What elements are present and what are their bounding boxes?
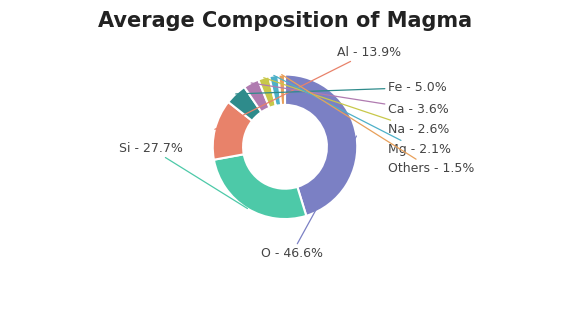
Wedge shape	[214, 154, 306, 219]
Text: O - 46.6%: O - 46.6%	[261, 136, 356, 260]
Wedge shape	[228, 87, 262, 121]
Title: Average Composition of Magma: Average Composition of Magma	[98, 11, 472, 31]
Wedge shape	[269, 75, 281, 106]
Wedge shape	[245, 80, 270, 112]
Text: Si - 27.7%: Si - 27.7%	[119, 142, 247, 209]
Wedge shape	[278, 75, 285, 105]
Wedge shape	[285, 75, 357, 216]
Text: Mg - 2.1%: Mg - 2.1%	[274, 76, 451, 156]
Wedge shape	[258, 76, 276, 108]
Text: Ca - 3.6%: Ca - 3.6%	[251, 83, 449, 116]
Text: Na - 2.6%: Na - 2.6%	[264, 78, 449, 136]
Text: Al - 13.9%: Al - 13.9%	[215, 46, 401, 129]
Text: Others - 1.5%: Others - 1.5%	[282, 75, 474, 175]
Wedge shape	[213, 102, 252, 160]
Text: Fe - 5.0%: Fe - 5.0%	[236, 81, 446, 94]
